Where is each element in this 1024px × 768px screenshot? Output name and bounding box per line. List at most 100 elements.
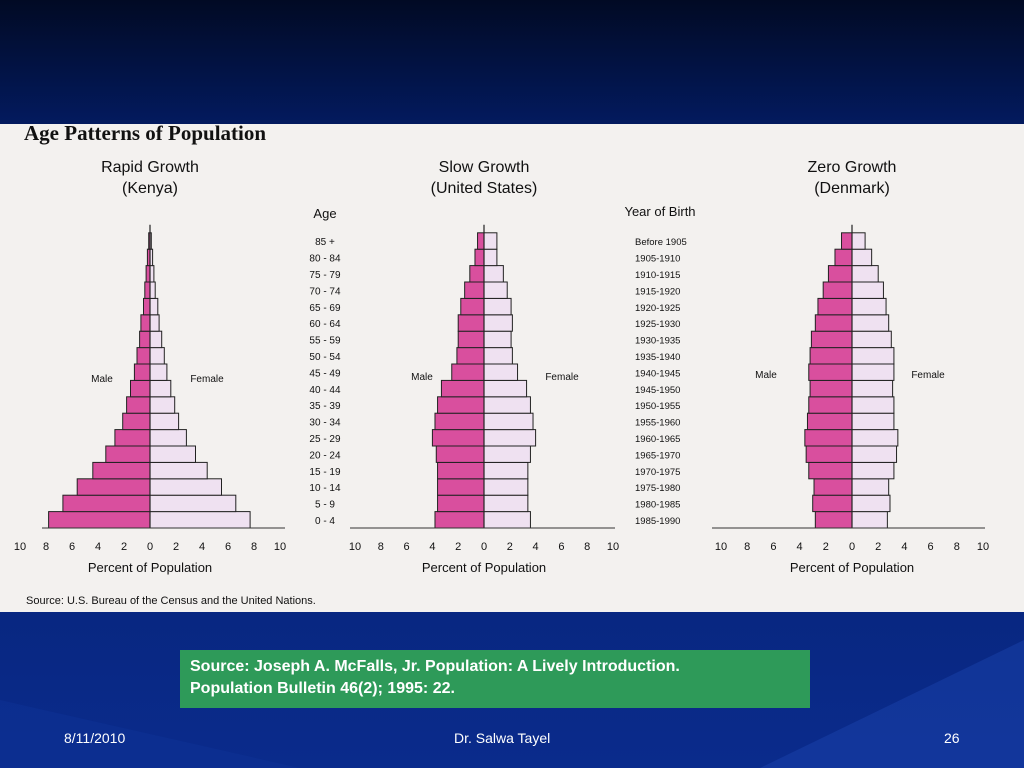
male-bar xyxy=(139,330,151,349)
female-bar xyxy=(851,461,895,480)
female-label: Female xyxy=(911,370,945,381)
x-tick-label: 10 xyxy=(349,541,361,553)
age-tick-label: 20 - 24 xyxy=(309,450,341,461)
chart-subtitle: (United States) xyxy=(431,180,538,197)
female-bar xyxy=(483,314,513,332)
male-bar xyxy=(440,379,485,398)
x-tick-label: 10 xyxy=(607,541,619,553)
x-tick-label: 8 xyxy=(584,541,590,553)
female-bar xyxy=(851,379,894,398)
x-tick-label: 8 xyxy=(251,541,257,553)
source-line-1: Source: Joseph A. McFalls, Jr. Populatio… xyxy=(190,658,680,675)
x-tick-label: 2 xyxy=(823,541,829,553)
age-tick-label: 60 - 64 xyxy=(309,319,341,330)
birth-year-tick-label: 1905-1910 xyxy=(635,254,680,265)
male-bar xyxy=(130,379,151,398)
male-bar xyxy=(477,232,485,250)
female-bar xyxy=(851,363,895,381)
female-bar xyxy=(149,379,172,398)
male-bar xyxy=(437,461,485,480)
female-bar xyxy=(851,494,891,513)
age-header: Age xyxy=(313,206,336,221)
male-bar xyxy=(812,494,853,513)
female-bar xyxy=(149,281,156,299)
age-tick-label: 85 + xyxy=(315,237,335,248)
age-axis: Age 0 - 4 5 - 9 10 - 14 15 - 19 20 - 24 25 - 2… xyxy=(309,206,341,527)
birth-year-tick-label: 1975-1980 xyxy=(635,483,680,494)
footer-author: Dr. Salwa Tayel xyxy=(454,730,551,746)
age-tick-label: 5 - 9 xyxy=(315,500,335,511)
x-tick-label: 2 xyxy=(875,541,881,553)
female-bar xyxy=(483,363,519,381)
female-bar xyxy=(149,314,160,332)
birth-year-tick-label: 1980-1985 xyxy=(635,500,680,511)
female-bar xyxy=(483,461,529,480)
male-bar xyxy=(814,314,853,332)
x-tick-label: 4 xyxy=(199,541,205,553)
female-bar xyxy=(851,412,895,431)
chart-subtitle: (Kenya) xyxy=(122,180,178,197)
female-bar xyxy=(483,248,498,267)
male-bar xyxy=(806,412,853,431)
female-bar xyxy=(483,494,529,513)
birth-year-tick-label: 1920-1925 xyxy=(635,303,680,314)
figure-title: Age Patterns of Population xyxy=(24,124,266,145)
age-tick-label: 75 - 79 xyxy=(309,270,341,281)
birth-year-tick-label: 1930-1935 xyxy=(635,336,680,347)
male-bar xyxy=(105,445,151,463)
male-bar xyxy=(822,281,853,299)
age-tick-label: 50 - 54 xyxy=(309,352,341,363)
female-bar xyxy=(851,232,866,250)
male-bar xyxy=(122,412,151,431)
footer-date: 8/11/2010 xyxy=(64,730,126,746)
female-bar xyxy=(483,265,504,283)
x-tick-label: 4 xyxy=(901,541,907,553)
male-bar xyxy=(136,347,151,365)
x-tick-label: 2 xyxy=(455,541,461,553)
male-bar xyxy=(435,445,485,463)
x-tick-label: 8 xyxy=(43,541,49,553)
female-bar xyxy=(851,511,888,529)
male-bar xyxy=(451,363,485,381)
male-bar xyxy=(827,265,853,283)
male-bar xyxy=(143,297,151,316)
age-tick-label: 25 - 29 xyxy=(309,434,341,445)
female-bar xyxy=(483,412,534,431)
birth-year-header: Year of Birth xyxy=(624,204,695,219)
birth-year-tick-label: 1935-1940 xyxy=(635,352,680,363)
male-bar xyxy=(834,248,853,267)
birth-year-axis: Year of Birth 1985-1990 1980-1985 1975-1980… xyxy=(624,204,695,527)
male-bar xyxy=(810,330,853,349)
source-line-2: Population Bulletin 46(2); 1995: 22. xyxy=(190,680,455,697)
male-bar xyxy=(133,363,151,381)
birth-year-tick-label: 1955-1960 xyxy=(635,418,680,429)
figure-source: Source: U.S. Bureau of the Census and th… xyxy=(26,595,316,607)
age-tick-label: 40 - 44 xyxy=(309,385,341,396)
x-tick-label: 8 xyxy=(744,541,750,553)
male-bar xyxy=(808,461,853,480)
male-label: Male xyxy=(755,370,777,381)
male-bar xyxy=(805,445,853,463)
chart-subtitle: (Denmark) xyxy=(814,180,890,197)
age-tick-label: 65 - 69 xyxy=(309,303,341,314)
male-bar xyxy=(457,330,485,349)
birth-year-tick-label: 1945-1950 xyxy=(635,385,680,396)
male-bar xyxy=(434,511,485,529)
x-tick-label: 6 xyxy=(770,541,776,553)
chart-title: Zero Growth xyxy=(808,159,897,176)
female-bar xyxy=(851,347,895,365)
female-bar xyxy=(149,363,168,381)
age-tick-label: 35 - 39 xyxy=(309,401,341,412)
male-bar xyxy=(457,314,485,332)
pyramid-chart-3: Zero Growth (Denmark) Male Female 10 8 6 4 2 0 2 4 6… xyxy=(712,159,989,575)
x-tick-label: 4 xyxy=(797,541,803,553)
female-bar xyxy=(483,347,513,365)
female-bar xyxy=(149,347,165,365)
x-tick-label: 6 xyxy=(928,541,934,553)
female-bar xyxy=(851,281,884,299)
x-tick-label: 6 xyxy=(69,541,75,553)
female-bar xyxy=(851,314,890,332)
male-bar xyxy=(464,281,485,299)
female-bar xyxy=(149,297,159,316)
age-tick-label: 70 - 74 xyxy=(309,286,341,297)
